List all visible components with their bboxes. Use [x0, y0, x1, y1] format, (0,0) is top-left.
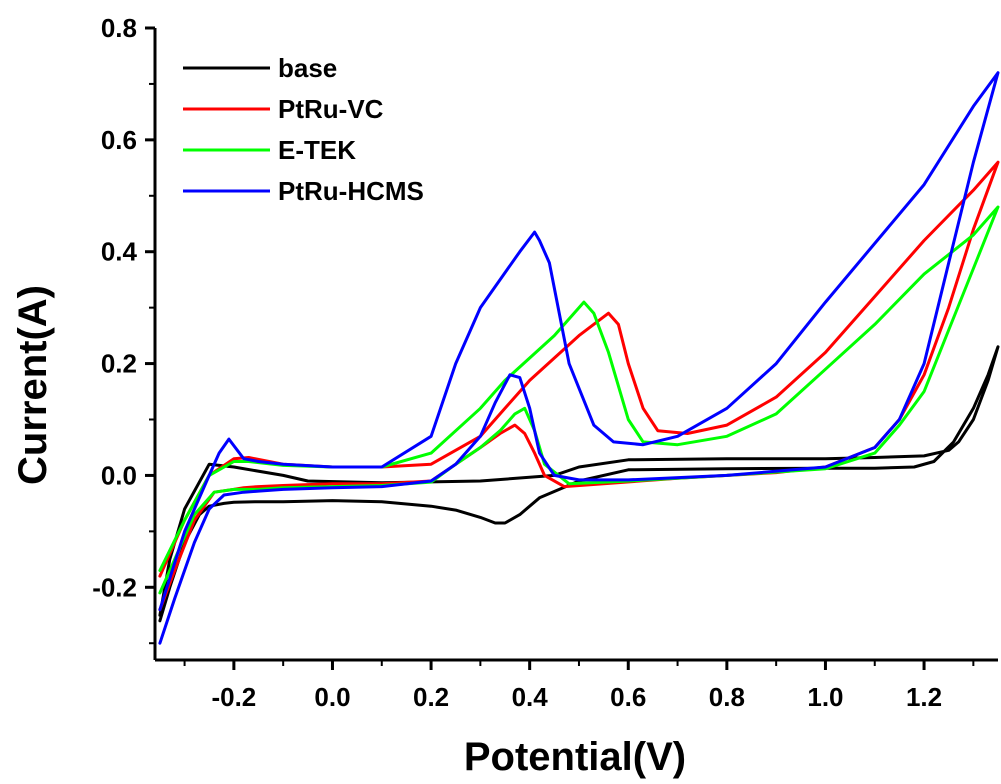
legend-label: E-TEK [278, 135, 356, 165]
series-lines [158, 71, 1000, 645]
x-axis-title: Potential(V) [464, 735, 686, 779]
y-tick-label: 0.0 [101, 460, 137, 490]
legend-label: PtRu-VC [278, 94, 384, 124]
series-line-ptru-hcms [158, 71, 1000, 645]
series-line-ptru-vc [158, 160, 1000, 612]
y-tick-label: 0.8 [101, 13, 137, 43]
x-tick-label: 0.2 [413, 682, 449, 712]
series-line-e-tek [158, 205, 1000, 595]
x-tick-label: 1.0 [807, 682, 843, 712]
legend-label: base [278, 53, 337, 83]
x-tick-label: 0.4 [512, 682, 549, 712]
ticks: -0.2 0.0 0.2 0.4 0.6 0.8 1.0 1.2 -0.2 0.0 0.2 0.4 0.… [92, 13, 975, 712]
axes [153, 28, 998, 662]
y-axis-title: Current(A) [11, 285, 55, 485]
y-tick-label: -0.2 [92, 572, 137, 602]
legend: base PtRu-VC E-TEK PtRu-HCMS [183, 53, 424, 206]
y-tick-label: 0.4 [101, 237, 138, 267]
x-tick-label: -0.2 [211, 682, 256, 712]
x-tick-label: 1.2 [906, 682, 942, 712]
x-tick-label: 0.8 [709, 682, 745, 712]
series-line-base [158, 345, 1000, 623]
x-tick-label: 0.6 [610, 682, 646, 712]
y-tick-label: 0.6 [101, 125, 137, 155]
x-tick-label: 0.0 [314, 682, 350, 712]
legend-label: PtRu-HCMS [278, 176, 424, 206]
y-tick-label: 0.2 [101, 349, 137, 379]
